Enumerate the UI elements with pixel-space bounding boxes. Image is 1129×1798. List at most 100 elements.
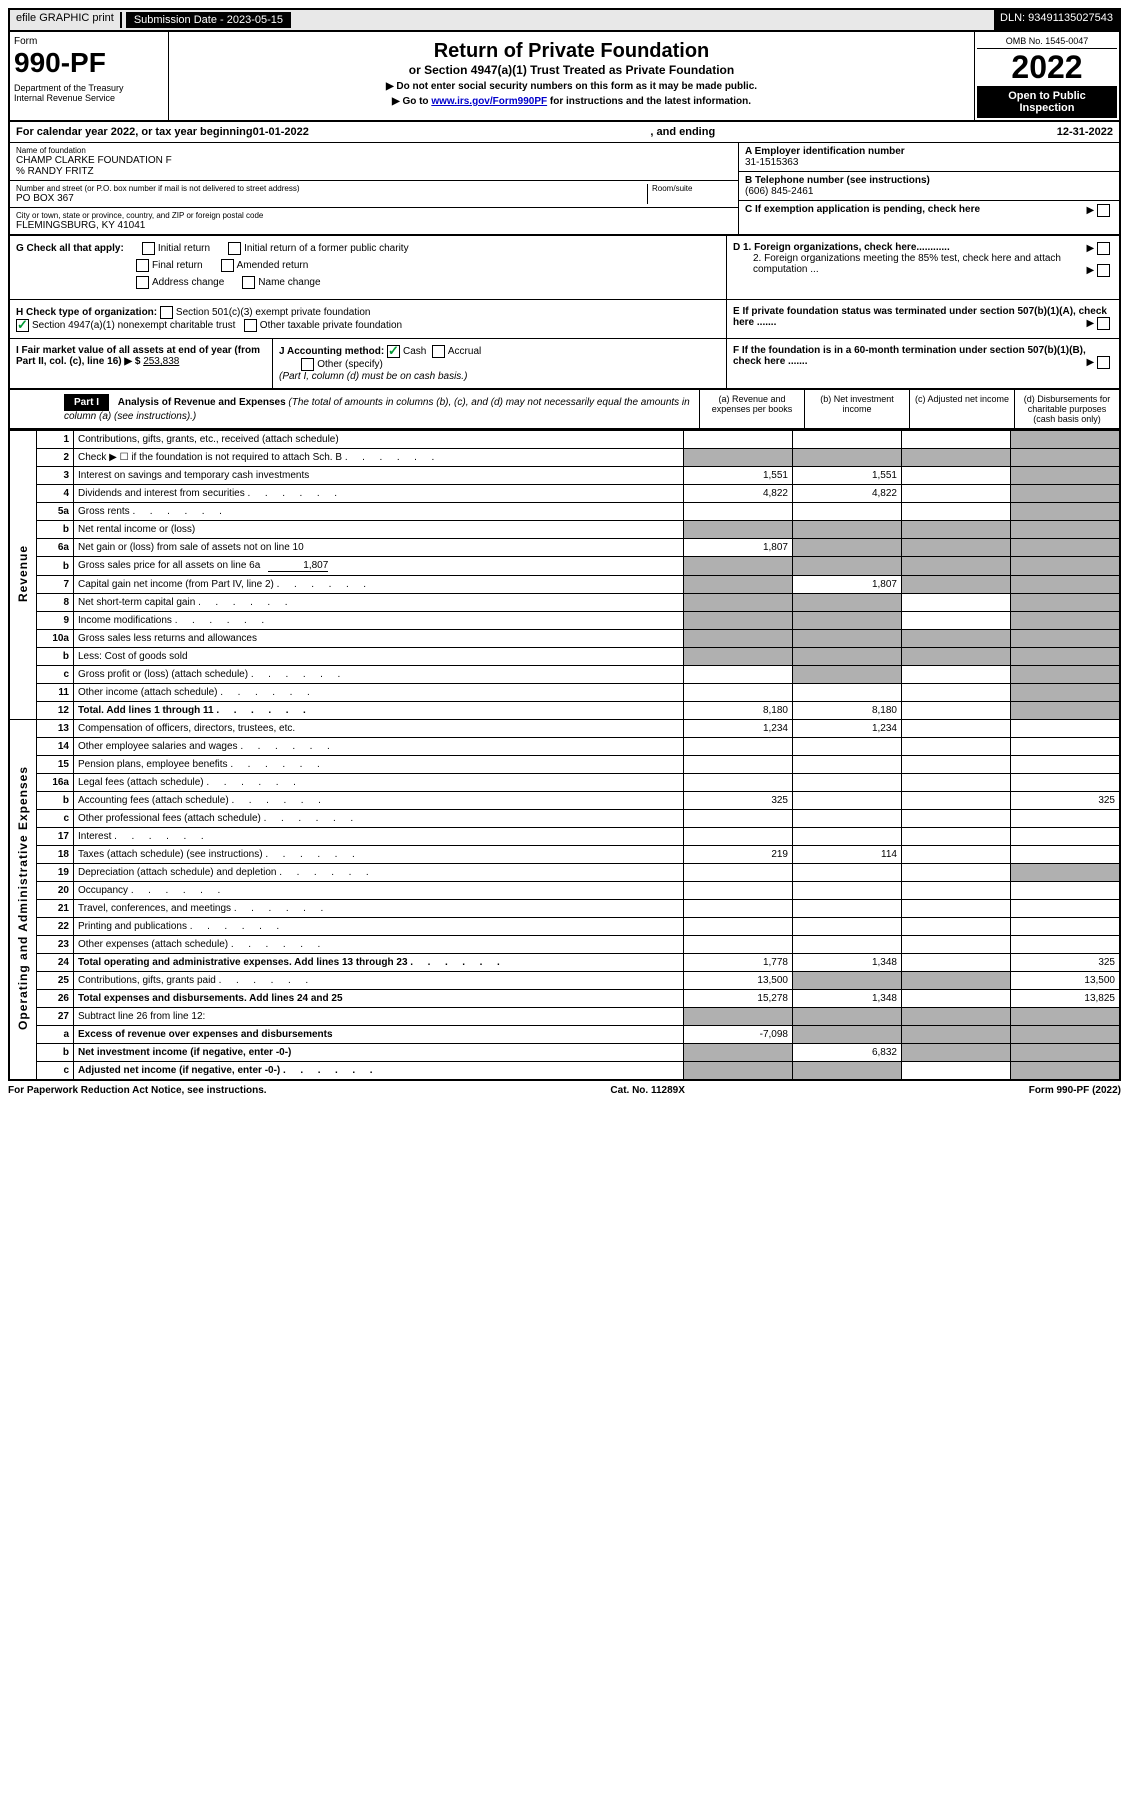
table-row: bGross sales price for all assets on lin… bbox=[9, 557, 1120, 576]
i-label: I Fair market value of all assets at end… bbox=[16, 345, 260, 367]
name-label: Name of foundation bbox=[16, 146, 732, 155]
irs-link[interactable]: www.irs.gov/Form990PF bbox=[431, 96, 547, 107]
g-address-checkbox[interactable] bbox=[136, 276, 149, 289]
phone-value: (606) 845-2461 bbox=[745, 186, 1113, 197]
efile-label: efile GRAPHIC print bbox=[16, 12, 122, 28]
note2-suffix: for instructions and the latest informat… bbox=[547, 96, 751, 107]
dln-label: DLN: 93491135027543 bbox=[994, 10, 1119, 30]
c-label: C If exemption application is pending, c… bbox=[745, 204, 980, 215]
table-row: Revenue1Contributions, gifts, grants, et… bbox=[9, 431, 1120, 449]
tax-year: 2022 bbox=[977, 49, 1117, 86]
col-c: (c) Adjusted net income bbox=[909, 390, 1014, 428]
table-row: cAdjusted net income (if negative, enter… bbox=[9, 1062, 1120, 1081]
table-row: cGross profit or (loss) (attach schedule… bbox=[9, 666, 1120, 684]
table-row: 22Printing and publications . . . . . . bbox=[9, 918, 1120, 936]
h-other-checkbox[interactable] bbox=[244, 319, 257, 332]
h-501c3-checkbox[interactable] bbox=[160, 306, 173, 319]
omb-number: OMB No. 1545-0047 bbox=[977, 34, 1117, 49]
table-row: 15Pension plans, employee benefits . . .… bbox=[9, 756, 1120, 774]
calendar-year-row: For calendar year 2022, or tax year begi… bbox=[8, 122, 1121, 143]
part1-badge: Part I bbox=[64, 394, 109, 411]
table-row: 21Travel, conferences, and meetings . . … bbox=[9, 900, 1120, 918]
room-label: Room/suite bbox=[652, 184, 732, 193]
table-row: 5aGross rents . . . . . . bbox=[9, 503, 1120, 521]
table-row: Operating and Administrative Expenses13C… bbox=[9, 720, 1120, 738]
note2-prefix: ▶ Go to bbox=[392, 96, 431, 107]
g-initial-public-checkbox[interactable] bbox=[228, 242, 241, 255]
h-label: H Check type of organization: bbox=[16, 307, 157, 318]
j-note: (Part I, column (d) must be on cash basi… bbox=[279, 371, 467, 382]
g-amended-checkbox[interactable] bbox=[221, 259, 234, 272]
j-accrual-checkbox[interactable] bbox=[432, 345, 445, 358]
j-other-checkbox[interactable] bbox=[301, 358, 314, 371]
submission-date: Submission Date - 2023-05-15 bbox=[126, 12, 291, 28]
j-other: Other (specify) bbox=[317, 359, 383, 370]
g-opt-2: Address change bbox=[152, 277, 224, 288]
f-label: F If the foundation is in a 60-month ter… bbox=[733, 345, 1086, 367]
table-row: 17Interest . . . . . . bbox=[9, 828, 1120, 846]
i-value: 253,838 bbox=[143, 356, 179, 367]
footer-left: For Paperwork Reduction Act Notice, see … bbox=[8, 1085, 267, 1096]
g-opt-4: Amended return bbox=[237, 260, 309, 271]
care-of: % RANDY FRITZ bbox=[16, 166, 732, 177]
form-word: Form bbox=[14, 36, 164, 47]
table-row: 24Total operating and administrative exp… bbox=[9, 954, 1120, 972]
table-row: 18Taxes (attach schedule) (see instructi… bbox=[9, 846, 1120, 864]
table-row: 27Subtract line 26 from line 12: bbox=[9, 1008, 1120, 1026]
j-cash: Cash bbox=[403, 346, 426, 357]
table-row: 6aNet gain or (loss) from sale of assets… bbox=[9, 539, 1120, 557]
g-opt-3: Initial return of a former public charit… bbox=[244, 243, 409, 254]
addr-label: Number and street (or P.O. box number if… bbox=[16, 184, 647, 193]
table-row: 4Dividends and interest from securities … bbox=[9, 485, 1120, 503]
part1-header-row: Part I Analysis of Revenue and Expenses … bbox=[8, 390, 1121, 430]
form-title: Return of Private Foundation bbox=[177, 40, 966, 63]
ein-value: 31-1515363 bbox=[745, 157, 1113, 168]
table-row: 26Total expenses and disbursements. Add … bbox=[9, 990, 1120, 1008]
cal-mid: , and ending bbox=[309, 126, 1057, 138]
g-label: G Check all that apply: bbox=[16, 243, 124, 254]
table-row: 11Other income (attach schedule) . . . .… bbox=[9, 684, 1120, 702]
dept-label: Department of the Treasury Internal Reve… bbox=[14, 83, 164, 103]
entity-info: Name of foundation CHAMP CLARKE FOUNDATI… bbox=[8, 143, 1121, 236]
form-note1: ▶ Do not enter social security numbers o… bbox=[177, 81, 966, 92]
page-footer: For Paperwork Reduction Act Notice, see … bbox=[8, 1081, 1121, 1100]
table-row: cOther professional fees (attach schedul… bbox=[9, 810, 1120, 828]
col-a: (a) Revenue and expenses per books bbox=[699, 390, 804, 428]
table-row: 7Capital gain net income (from Part IV, … bbox=[9, 576, 1120, 594]
d1-checkbox[interactable] bbox=[1097, 242, 1110, 255]
footer-mid: Cat. No. 11289X bbox=[610, 1085, 684, 1096]
table-row: 2Check ▶ ☐ if the foundation is not requ… bbox=[9, 449, 1120, 467]
address: PO BOX 367 bbox=[16, 193, 647, 204]
form-note2: ▶ Go to www.irs.gov/Form990PF for instru… bbox=[177, 96, 966, 107]
form-header: Form 990-PF Department of the Treasury I… bbox=[8, 32, 1121, 122]
g-opt-5: Name change bbox=[258, 277, 320, 288]
table-row: aExcess of revenue over expenses and dis… bbox=[9, 1026, 1120, 1044]
ein-label: A Employer identification number bbox=[745, 146, 1113, 157]
table-row: 20Occupancy . . . . . . bbox=[9, 882, 1120, 900]
table-row: bNet investment income (if negative, ent… bbox=[9, 1044, 1120, 1062]
d2-checkbox[interactable] bbox=[1097, 264, 1110, 277]
g-initial-checkbox[interactable] bbox=[142, 242, 155, 255]
c-checkbox[interactable] bbox=[1097, 204, 1110, 217]
j-accrual: Accrual bbox=[448, 346, 481, 357]
j-cash-checkbox[interactable] bbox=[387, 345, 400, 358]
g-name-checkbox[interactable] bbox=[242, 276, 255, 289]
form-subtitle: or Section 4947(a)(1) Trust Treated as P… bbox=[177, 63, 966, 77]
table-row: 19Depreciation (attach schedule) and dep… bbox=[9, 864, 1120, 882]
f-checkbox[interactable] bbox=[1097, 356, 1110, 369]
top-bar: efile GRAPHIC print Submission Date - 20… bbox=[8, 8, 1121, 32]
table-row: 9Income modifications . . . . . . bbox=[9, 612, 1120, 630]
city-label: City or town, state or province, country… bbox=[16, 211, 732, 220]
e-checkbox[interactable] bbox=[1097, 317, 1110, 330]
part1-heading: Analysis of Revenue and Expenses bbox=[118, 397, 286, 408]
table-row: bLess: Cost of goods sold bbox=[9, 648, 1120, 666]
j-label: J Accounting method: bbox=[279, 346, 384, 357]
table-row: 23Other expenses (attach schedule) . . .… bbox=[9, 936, 1120, 954]
h-opt1: Section 501(c)(3) exempt private foundat… bbox=[176, 307, 371, 318]
form-number: 990-PF bbox=[14, 47, 164, 79]
g-final-checkbox[interactable] bbox=[136, 259, 149, 272]
footer-right: Form 990-PF (2022) bbox=[1029, 1085, 1121, 1096]
h-4947-checkbox[interactable] bbox=[16, 319, 29, 332]
open-public: Open to Public Inspection bbox=[977, 86, 1117, 118]
ijf-row: I Fair market value of all assets at end… bbox=[8, 339, 1121, 390]
